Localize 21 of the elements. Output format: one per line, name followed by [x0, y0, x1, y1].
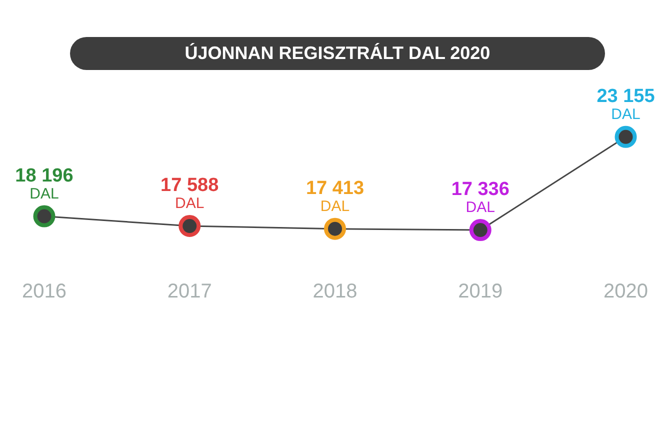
chart-title: ÚJONNAN REGISZTRÁLT DAL 2020 [70, 37, 605, 70]
point [33, 205, 56, 228]
annotation: DAL [466, 199, 495, 216]
x-tick-label: 2018 [312, 280, 358, 303]
point [469, 219, 492, 242]
x-tick-label: 2017 [167, 280, 212, 303]
x-tick-label: 2016 [22, 280, 66, 303]
point [324, 218, 346, 240]
annotation: DAL [30, 185, 59, 202]
data-label: 17 588 [160, 175, 219, 196]
annotation: DAL [320, 198, 350, 215]
data-label: 17 336 [451, 179, 510, 200]
point [178, 215, 201, 238]
data-label: 17 413 [306, 178, 364, 199]
annotation: DAL [175, 195, 204, 212]
x-tick-label: 2020 [604, 280, 648, 303]
x-tick-label: 2019 [458, 280, 503, 303]
point [614, 126, 637, 148]
annotation: DAL [611, 106, 640, 123]
data-label: 18 196 [15, 165, 74, 186]
data-label: 23 155 [596, 86, 656, 107]
